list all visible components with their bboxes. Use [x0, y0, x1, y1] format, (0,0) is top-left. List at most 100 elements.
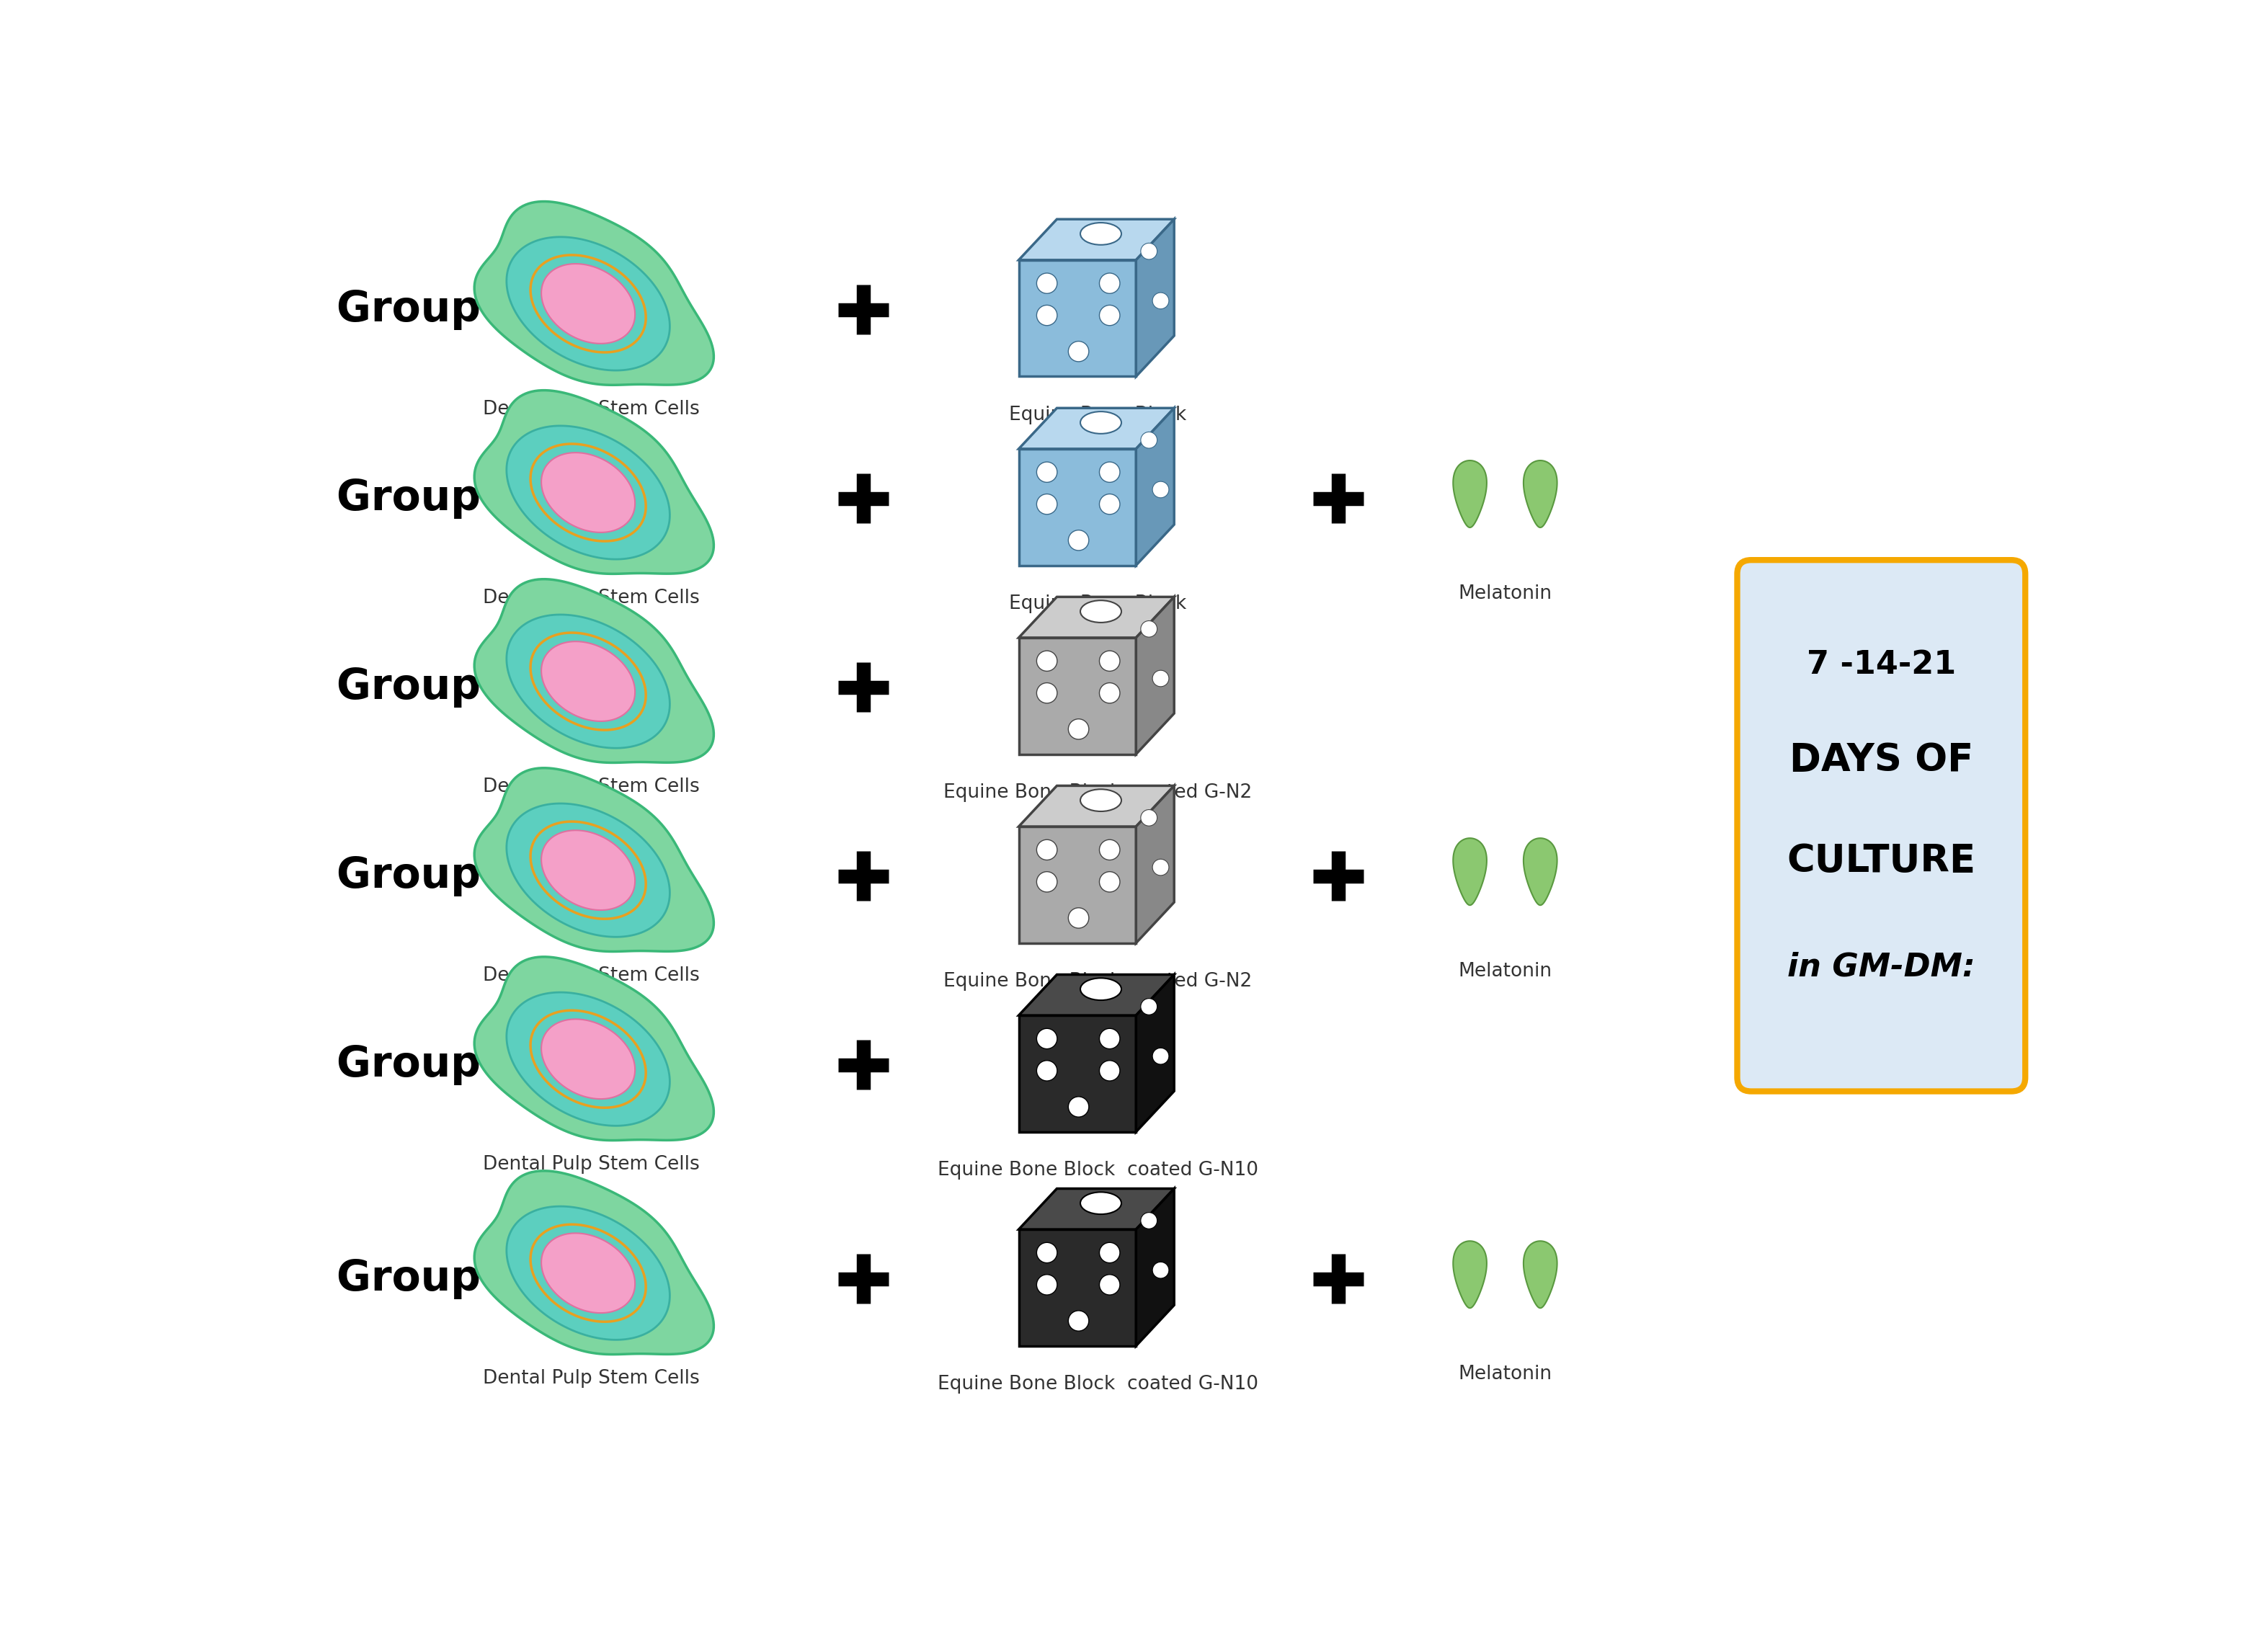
Polygon shape	[1136, 219, 1175, 376]
Text: Dental Pulp Stem Cells: Dental Pulp Stem Cells	[483, 1368, 699, 1388]
Polygon shape	[1018, 450, 1136, 566]
Ellipse shape	[1100, 1275, 1120, 1295]
Text: Equine Bone Block  coated G-N10: Equine Bone Block coated G-N10	[937, 1161, 1259, 1180]
Polygon shape	[506, 992, 669, 1127]
Polygon shape	[1018, 1189, 1175, 1230]
Ellipse shape	[1036, 494, 1057, 515]
Ellipse shape	[1036, 1061, 1057, 1081]
Ellipse shape	[1068, 719, 1089, 739]
Text: Group 1: Group 1	[336, 289, 524, 330]
Polygon shape	[1524, 1241, 1558, 1308]
Text: Group 3: Group 3	[336, 667, 524, 708]
Polygon shape	[1018, 1015, 1136, 1131]
Text: Equine Bone Block  coated G-N2: Equine Bone Block coated G-N2	[943, 783, 1252, 803]
Ellipse shape	[1080, 978, 1120, 1001]
Ellipse shape	[1080, 600, 1120, 623]
Text: Equine Bone Block: Equine Bone Block	[1009, 405, 1186, 425]
Text: Group 2: Group 2	[336, 477, 524, 518]
Text: Dental Pulp Stem Cells: Dental Pulp Stem Cells	[483, 401, 699, 419]
Ellipse shape	[1100, 840, 1120, 860]
Polygon shape	[474, 201, 714, 384]
Polygon shape	[1018, 1230, 1136, 1346]
Ellipse shape	[1100, 463, 1120, 482]
Polygon shape	[1018, 260, 1136, 376]
Ellipse shape	[1068, 1311, 1089, 1331]
Ellipse shape	[1080, 222, 1120, 245]
Ellipse shape	[1141, 1213, 1157, 1230]
Polygon shape	[506, 1207, 669, 1339]
Text: 7 -14-21: 7 -14-21	[1808, 649, 1955, 680]
Polygon shape	[1454, 1241, 1488, 1308]
Text: Dental Pulp Stem Cells: Dental Pulp Stem Cells	[483, 966, 699, 984]
Ellipse shape	[1036, 1243, 1057, 1262]
Ellipse shape	[1152, 858, 1168, 875]
Ellipse shape	[1068, 907, 1089, 929]
Polygon shape	[474, 1171, 714, 1354]
Polygon shape	[1524, 839, 1558, 906]
Ellipse shape	[1152, 293, 1168, 309]
Polygon shape	[542, 1019, 635, 1099]
Ellipse shape	[1100, 273, 1120, 294]
Ellipse shape	[1141, 809, 1157, 826]
Text: Equine Bone Block: Equine Bone Block	[1009, 595, 1186, 613]
Ellipse shape	[1036, 306, 1057, 325]
Text: Dental Pulp Stem Cells: Dental Pulp Stem Cells	[483, 589, 699, 607]
Polygon shape	[542, 1233, 635, 1313]
Ellipse shape	[1068, 342, 1089, 361]
Ellipse shape	[1152, 481, 1168, 497]
Ellipse shape	[1068, 1097, 1089, 1117]
Ellipse shape	[1152, 670, 1168, 687]
Ellipse shape	[1036, 683, 1057, 703]
Ellipse shape	[1036, 273, 1057, 294]
Text: Group 5: Group 5	[336, 1045, 524, 1086]
Text: Dental Pulp Stem Cells: Dental Pulp Stem Cells	[483, 1156, 699, 1174]
Polygon shape	[1454, 461, 1488, 528]
Ellipse shape	[1036, 840, 1057, 860]
Ellipse shape	[1036, 1028, 1057, 1050]
Polygon shape	[1136, 786, 1175, 943]
Polygon shape	[474, 768, 714, 952]
Text: Melatonin: Melatonin	[1458, 961, 1551, 981]
Polygon shape	[1018, 597, 1175, 638]
Polygon shape	[474, 391, 714, 574]
Polygon shape	[1018, 974, 1175, 1015]
Ellipse shape	[1152, 1262, 1168, 1279]
Ellipse shape	[1100, 1243, 1120, 1262]
Ellipse shape	[1080, 412, 1120, 433]
Polygon shape	[542, 263, 635, 343]
Text: Melatonin: Melatonin	[1458, 1365, 1551, 1383]
Polygon shape	[506, 803, 669, 937]
Polygon shape	[474, 579, 714, 762]
Ellipse shape	[1036, 651, 1057, 672]
Ellipse shape	[1036, 463, 1057, 482]
Polygon shape	[474, 956, 714, 1140]
Ellipse shape	[1036, 871, 1057, 893]
Ellipse shape	[1100, 494, 1120, 515]
Ellipse shape	[1141, 621, 1157, 638]
Text: Group 4: Group 4	[336, 855, 524, 896]
Polygon shape	[1018, 409, 1175, 450]
Text: Equine Bone Block  coated G-N10: Equine Bone Block coated G-N10	[937, 1375, 1259, 1393]
Polygon shape	[506, 615, 669, 749]
Polygon shape	[1018, 827, 1136, 943]
Text: Melatonin: Melatonin	[1458, 584, 1551, 603]
FancyBboxPatch shape	[1737, 561, 2025, 1091]
Text: in GM-DM:: in GM-DM:	[1787, 952, 1975, 983]
Polygon shape	[1136, 409, 1175, 566]
Ellipse shape	[1100, 871, 1120, 893]
Polygon shape	[506, 425, 669, 559]
Polygon shape	[542, 641, 635, 721]
Polygon shape	[1018, 219, 1175, 260]
Ellipse shape	[1100, 1028, 1120, 1050]
Text: Group 6: Group 6	[336, 1259, 524, 1300]
Polygon shape	[542, 831, 635, 911]
Text: DAYS OF: DAYS OF	[1789, 742, 1973, 778]
Ellipse shape	[1141, 999, 1157, 1015]
Ellipse shape	[1141, 244, 1157, 260]
Ellipse shape	[1100, 306, 1120, 325]
Ellipse shape	[1100, 1061, 1120, 1081]
Ellipse shape	[1080, 790, 1120, 811]
Polygon shape	[1136, 597, 1175, 754]
Ellipse shape	[1068, 530, 1089, 551]
Ellipse shape	[1100, 683, 1120, 703]
